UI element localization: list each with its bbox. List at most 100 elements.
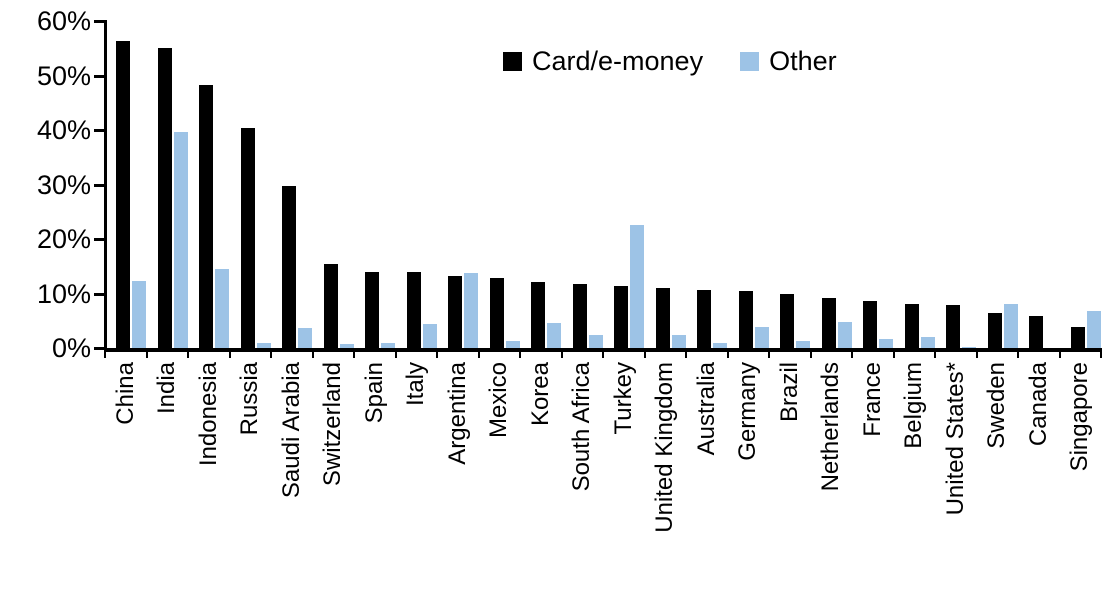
- bar-card-emoney-indonesia: [199, 84, 213, 348]
- y-axis-tick-label: 60%: [36, 6, 91, 36]
- x-axis-label: Netherlands: [817, 362, 845, 492]
- bar-other-singapore: [1086, 311, 1101, 348]
- x-axis-label: Canada: [1024, 362, 1052, 447]
- x-axis-label: South Africa: [568, 362, 596, 492]
- x-axis-tick: [560, 352, 563, 358]
- legend-label-other: Other: [769, 46, 837, 76]
- x-axis-label: Indonesia: [194, 362, 222, 467]
- x-axis-label: Sweden: [983, 362, 1011, 449]
- bar-card-emoney-germany: [738, 291, 753, 348]
- bar-other-australia: [713, 342, 727, 348]
- y-axis-tick-label: 10%: [36, 278, 91, 309]
- x-axis-tick: [145, 352, 148, 358]
- bar-other-turkey: [630, 224, 644, 348]
- x-axis-label: Korea: [526, 362, 554, 427]
- x-axis-label: Brazil: [775, 362, 803, 423]
- y-axis-tick-label: 50%: [36, 60, 91, 91]
- x-axis-tick: [394, 352, 397, 358]
- chart-legend: Card/e-money Other: [503, 48, 837, 75]
- x-axis-label: China: [111, 362, 139, 425]
- x-axis-label: Belgium: [900, 362, 928, 449]
- x-axis-label: India: [153, 362, 181, 415]
- bar-other-italy: [422, 324, 437, 348]
- x-axis-tick: [270, 352, 272, 358]
- bar-other-united-states-: [962, 346, 976, 348]
- y-axis-tick-label: 40%: [36, 115, 91, 145]
- x-axis-tick: [477, 352, 480, 358]
- bar-card-emoney-spain: [365, 271, 379, 348]
- bar-other-germany: [754, 326, 769, 348]
- bar-other-belgium: [920, 337, 935, 348]
- bar-other-south-africa: [588, 335, 603, 348]
- y-axis-tick-label: 30%: [36, 169, 91, 200]
- bar-card-emoney-united-kingdom: [655, 288, 670, 348]
- x-axis-label: Australia: [692, 362, 720, 456]
- x-axis-tick: [892, 352, 895, 358]
- x-axis-tick: [851, 352, 853, 358]
- bar-card-emoney-south-africa: [572, 284, 587, 348]
- x-axis-tick: [602, 352, 604, 358]
- x-axis-tick: [809, 352, 812, 358]
- bar-other-sweden: [1003, 304, 1018, 348]
- bar-other-switzerland: [339, 343, 354, 348]
- x-axis-tick: [726, 352, 729, 358]
- bar-other-korea: [547, 323, 561, 348]
- bar-card-emoney-canada: [1029, 315, 1043, 348]
- x-axis-label: Switzerland: [319, 362, 347, 487]
- x-axis-tick: [1017, 352, 1019, 358]
- bar-card-emoney-india: [157, 48, 172, 348]
- x-axis-line: [104, 348, 1102, 352]
- x-axis-label: Saudi Arabia: [277, 362, 305, 499]
- x-axis-label: Mexico: [485, 362, 513, 439]
- bar-card-emoney-brazil: [780, 294, 794, 348]
- x-axis-tick: [104, 352, 106, 358]
- x-axis-label: Turkey: [609, 362, 637, 435]
- bar-other-france: [879, 339, 893, 348]
- bar-card-emoney-belgium: [904, 304, 919, 348]
- bar-card-emoney-sweden: [987, 312, 1002, 348]
- x-axis-tick: [228, 352, 231, 358]
- bar-card-emoney-turkey: [614, 285, 628, 348]
- x-axis-tick: [643, 352, 646, 358]
- bar-other-china: [132, 280, 146, 348]
- x-axis-tick: [685, 352, 687, 358]
- x-axis-label: United Kingdom: [651, 362, 679, 533]
- x-axis-tick: [1100, 352, 1102, 358]
- x-axis-tick: [768, 352, 770, 358]
- y-axis-tick: [94, 183, 105, 187]
- x-axis-label: Russia: [236, 362, 264, 436]
- x-axis-tick: [353, 352, 355, 358]
- x-axis-tick: [975, 352, 978, 358]
- y-axis-tick: [94, 129, 105, 132]
- y-axis-tick: [94, 292, 105, 296]
- bar-card-emoney-switzerland: [323, 263, 338, 348]
- bar-other-indonesia: [215, 268, 229, 348]
- bar-card-emoney-russia: [240, 127, 255, 348]
- bar-card-emoney-italy: [406, 272, 421, 348]
- legend-item-card: Card/e-money: [503, 48, 703, 75]
- bar-card-emoney-united-states-: [946, 305, 960, 348]
- x-axis-tick: [519, 352, 521, 358]
- bar-card-emoney-china: [116, 41, 130, 348]
- other-swatch-icon: [740, 52, 760, 71]
- y-axis-line: [104, 20, 107, 350]
- bar-card-emoney-netherlands: [821, 297, 836, 348]
- x-axis-label: Germany: [734, 362, 762, 461]
- x-axis-label: Argentina: [443, 362, 471, 465]
- x-axis-tick: [311, 352, 314, 358]
- y-axis-tick-label: 20%: [36, 224, 91, 254]
- x-axis-label: Singapore: [1066, 362, 1094, 472]
- bar-card-emoney-mexico: [489, 278, 504, 348]
- y-axis-tick: [94, 238, 105, 241]
- y-axis-tick-label: 0%: [51, 333, 91, 363]
- x-axis-tick: [187, 352, 189, 358]
- bar-other-russia: [256, 342, 271, 348]
- bar-card-emoney-australia: [697, 289, 711, 348]
- legend-item-other: Other: [740, 48, 837, 75]
- x-axis-tick: [1058, 352, 1061, 358]
- bar-card-emoney-korea: [531, 281, 545, 348]
- bar-card-emoney-saudi-arabia: [282, 185, 296, 348]
- x-axis-label: France: [858, 362, 886, 437]
- x-axis-label: Italy: [402, 362, 430, 407]
